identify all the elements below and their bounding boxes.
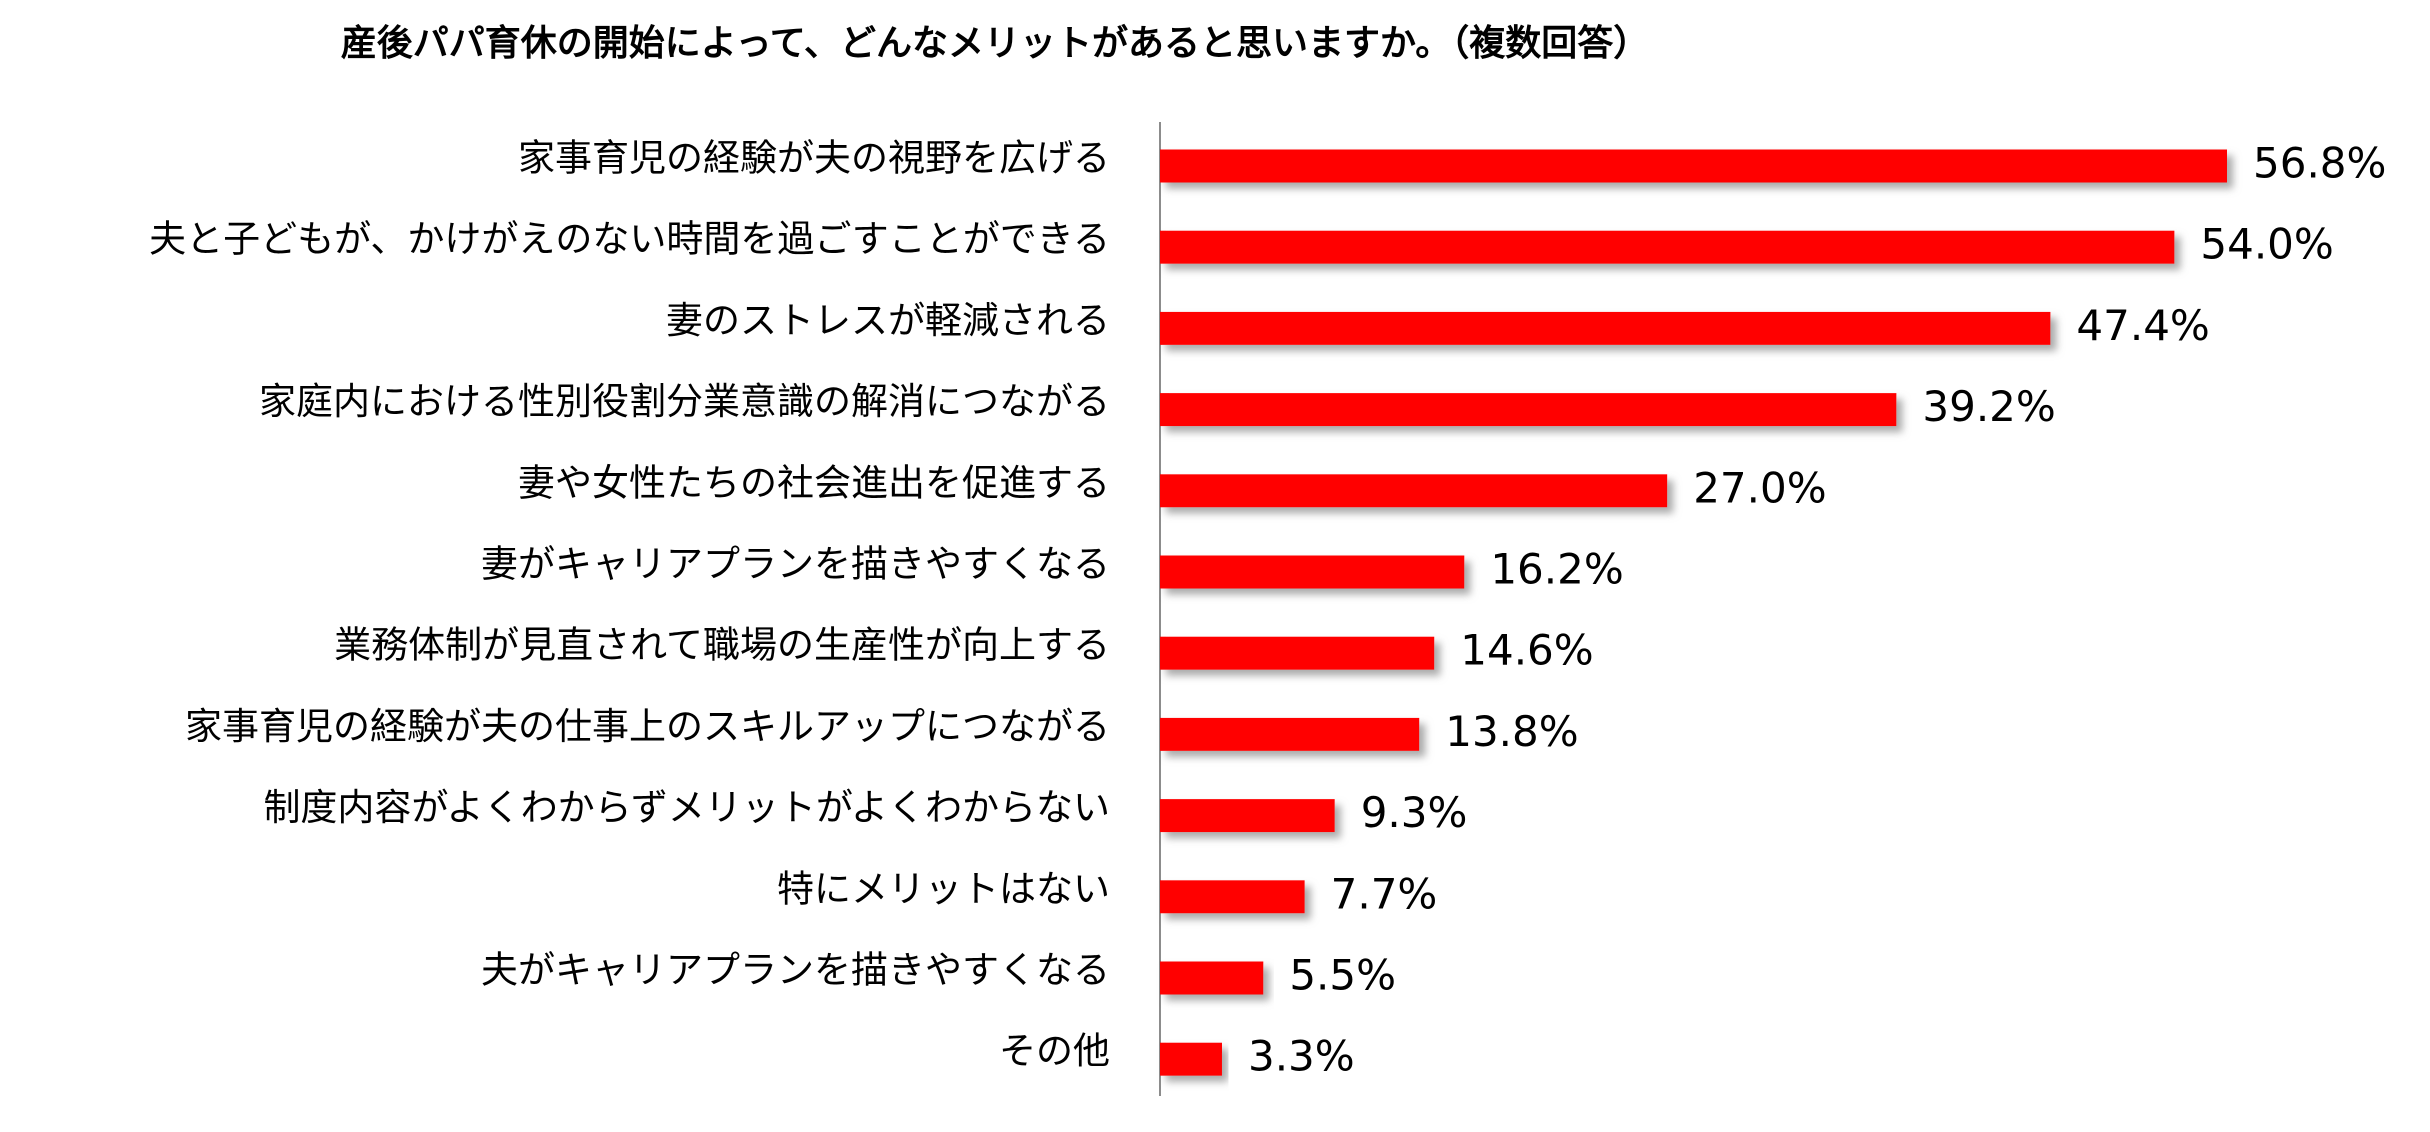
- value-label: 14.6%: [1460, 626, 1593, 675]
- bar: [1160, 149, 2227, 183]
- category-label: その他: [999, 1030, 1110, 1073]
- bar: [1160, 1042, 1222, 1076]
- value-label: 56.8%: [2253, 139, 2386, 188]
- value-label: 39.2%: [1922, 382, 2055, 431]
- value-label: 54.0%: [2200, 220, 2333, 269]
- bar: [1160, 311, 2051, 345]
- bar: [1160, 799, 1335, 833]
- category-label: 家庭内における性別役割分業意識の解消につながる: [259, 380, 1110, 423]
- bar: [1160, 717, 1420, 751]
- value-label: 13.8%: [1445, 707, 1578, 756]
- value-label: 27.0%: [1693, 463, 1826, 512]
- category-label: 妻がキャリアプランを描きやすくなる: [481, 543, 1110, 586]
- value-label: 7.7%: [1331, 869, 1438, 918]
- value-label: 5.5%: [1289, 951, 1396, 1000]
- bar: [1160, 636, 1435, 670]
- value-label: 3.3%: [1248, 1032, 1355, 1081]
- category-label: 夫がキャリアプランを描きやすくなる: [481, 949, 1110, 992]
- category-label: 家事育児の経験が夫の仕事上のスキルアップにつながる: [185, 705, 1110, 748]
- chart-title: 産後パパ育休の開始によって、どんなメリットがあると思いますか。（複数回答）: [340, 23, 1650, 64]
- bar: [1160, 961, 1264, 995]
- bars-group: 家事育児の経験が夫の視野を広げる 56.8% 夫と子どもが、かけがえのない時間を過ご…: [149, 137, 2386, 1081]
- value-label: 9.3%: [1361, 788, 1468, 837]
- bar: [1160, 555, 1465, 589]
- category-label: 家事育児の経験が夫の視野を広げる: [518, 137, 1110, 180]
- category-label: 夫と子どもが、かけがえのない時間を過ごすことができる: [149, 218, 1110, 261]
- bar: [1160, 230, 2175, 264]
- bar: [1160, 880, 1305, 914]
- bar: [1160, 393, 1897, 427]
- category-label: 妻のストレスが軽減される: [666, 299, 1110, 342]
- category-label: 制度内容がよくわからずメリットがよくわからない: [263, 786, 1110, 829]
- bar: [1160, 474, 1668, 508]
- category-label: 妻や女性たちの社会進出を促進する: [518, 461, 1110, 504]
- category-label: 業務体制が見直されて職場の生産性が向上する: [334, 624, 1110, 667]
- value-label: 47.4%: [2076, 301, 2209, 350]
- category-label: 特にメリットはない: [777, 867, 1110, 910]
- value-label: 16.2%: [1490, 545, 1623, 594]
